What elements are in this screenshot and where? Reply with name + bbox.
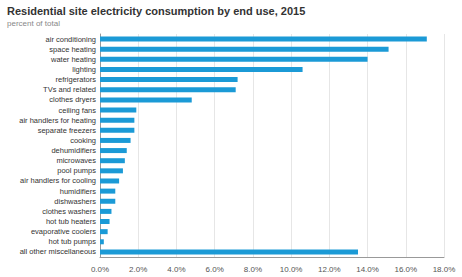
svg-text:space heating: space heating xyxy=(49,45,96,54)
svg-text:18.0%: 18.0% xyxy=(433,265,456,274)
svg-text:percent of total: percent of total xyxy=(7,19,60,28)
svg-text:16.0%: 16.0% xyxy=(394,265,417,274)
svg-text:air handlers for heating: air handlers for heating xyxy=(19,116,96,125)
svg-text:TVs and related: TVs and related xyxy=(43,85,96,94)
svg-text:14.0%: 14.0% xyxy=(356,265,379,274)
svg-text:clothes dryers: clothes dryers xyxy=(49,95,96,104)
svg-text:8.0%: 8.0% xyxy=(244,265,262,274)
svg-text:4.0%: 4.0% xyxy=(167,265,185,274)
svg-text:air handlers for cooling: air handlers for cooling xyxy=(20,176,96,185)
svg-text:microwaves: microwaves xyxy=(56,156,96,165)
svg-text:10.0%: 10.0% xyxy=(280,265,303,274)
svg-text:water heating: water heating xyxy=(50,55,96,64)
svg-text:Residential site electricity c: Residential site electricity consumption… xyxy=(7,5,305,17)
svg-text:air conditioning: air conditioning xyxy=(46,35,96,44)
svg-text:ceiling fans: ceiling fans xyxy=(58,106,96,115)
svg-text:2.0%: 2.0% xyxy=(129,265,147,274)
svg-text:all other miscellaneous: all other miscellaneous xyxy=(20,247,97,256)
svg-text:refrigerators: refrigerators xyxy=(56,75,97,84)
svg-text:12.0%: 12.0% xyxy=(318,265,341,274)
svg-text:evaporative coolers: evaporative coolers xyxy=(31,227,96,236)
svg-text:0.0%: 0.0% xyxy=(91,265,109,274)
svg-text:clothes washers: clothes washers xyxy=(42,207,96,216)
svg-text:pool pumps: pool pumps xyxy=(57,166,96,175)
svg-text:dishwashers: dishwashers xyxy=(54,197,96,206)
svg-text:hot tub pumps: hot tub pumps xyxy=(48,237,96,246)
svg-text:lighting: lighting xyxy=(72,65,96,74)
svg-text:cooking: cooking xyxy=(70,136,96,145)
svg-text:humidifiers: humidifiers xyxy=(60,187,97,196)
svg-text:dehumidifiers: dehumidifiers xyxy=(51,146,96,155)
svg-text:hot tub heaters: hot tub heaters xyxy=(46,217,96,226)
svg-text:6.0%: 6.0% xyxy=(206,265,224,274)
svg-text:separate freezers: separate freezers xyxy=(38,126,97,135)
